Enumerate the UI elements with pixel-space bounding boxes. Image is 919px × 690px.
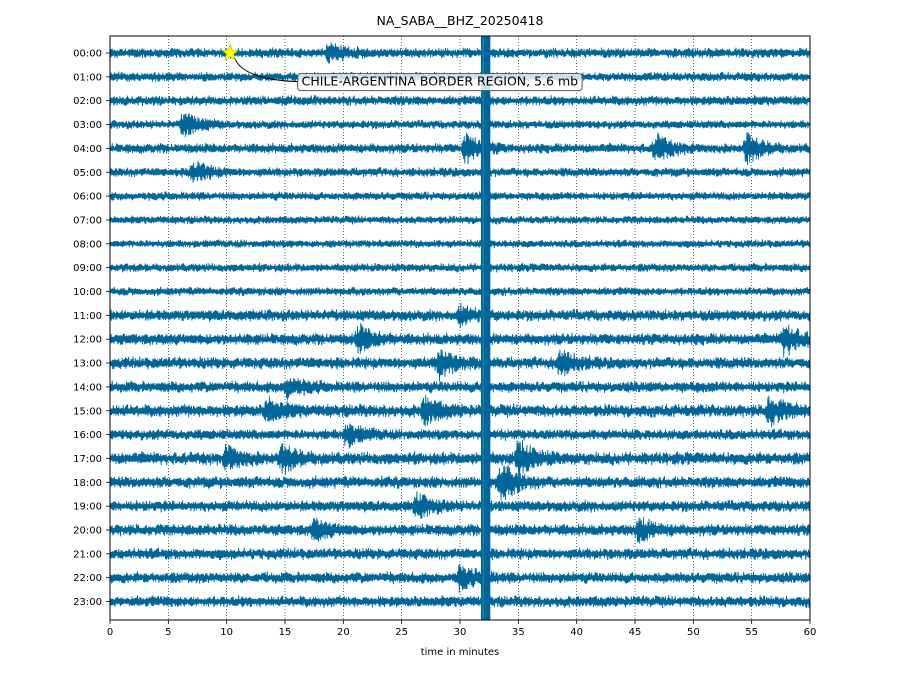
trace-row-0600: [109, 191, 811, 201]
trace-row-1500: [109, 395, 811, 428]
y-tick-label: 14:00: [73, 382, 102, 393]
y-tick-label: 04:00: [73, 144, 102, 155]
event-star-icon: [221, 43, 240, 61]
trace-row-2100: [109, 547, 811, 561]
chart-title: NA_SABA__BHZ_20250418: [377, 13, 544, 28]
x-tick-label: 35: [512, 627, 525, 638]
trace-row-1600: [109, 423, 811, 449]
y-tick-label: 10:00: [73, 287, 102, 298]
trace-row-0400: [109, 132, 811, 165]
y-tick-label: 05:00: [73, 168, 102, 179]
x-tick-label: 20: [337, 627, 350, 638]
y-tick-label: 22:00: [73, 573, 102, 584]
trace-row-0500: [109, 160, 811, 183]
x-tick-label: 5: [165, 627, 171, 638]
y-tick-label: 13:00: [73, 359, 102, 370]
y-tick-label: 02:00: [73, 96, 102, 107]
trace-row-1300: [109, 349, 811, 382]
saturated-band: [481, 36, 491, 620]
x-tick-label: 0: [107, 627, 113, 638]
trace-group: [109, 42, 811, 608]
y-tick-label: 23:00: [73, 597, 102, 608]
trace-row-2300: [109, 595, 811, 608]
y-tick-label: 18:00: [73, 478, 102, 489]
y-tick-label: 20:00: [73, 526, 102, 537]
y-tick-label: 06:00: [73, 192, 102, 203]
saturated-band-group: [481, 36, 491, 620]
grid-lines: [168, 36, 752, 620]
y-tick-label: 01:00: [73, 72, 102, 83]
trace-row-0300: [109, 112, 811, 137]
trace-row-2000: [109, 517, 811, 544]
y-tick-label: 12:00: [73, 335, 102, 346]
y-tick-label: 11:00: [73, 311, 102, 322]
annotation-box: [297, 73, 583, 92]
trace-row-1000: [109, 286, 811, 297]
trace-row-1200: [109, 322, 811, 358]
event-annotation-group: CHILE-ARGENTINA BORDER REGION, 5.6 mb: [221, 43, 583, 92]
x-axis-label: time in minutes: [421, 647, 500, 658]
x-tick-label: 45: [629, 627, 642, 638]
trace-row-0700: [109, 215, 811, 225]
y-tick-label: 15:00: [73, 406, 102, 417]
annotation-arrow: [233, 56, 298, 83]
x-tick-label: 60: [804, 627, 817, 638]
trace-row-1400: [109, 377, 811, 401]
x-tick-label: 25: [395, 627, 408, 638]
trace-row-0200: [109, 94, 811, 107]
trace-row-2200: [109, 563, 811, 593]
y-tick-label: 21:00: [73, 549, 102, 560]
y-tick-label: 17:00: [73, 454, 102, 465]
y-tick-label: 19:00: [73, 502, 102, 513]
trace-row-1900: [109, 491, 811, 520]
annotation-label: CHILE-ARGENTINA BORDER REGION, 5.6 mb: [302, 74, 578, 89]
y-tick-label: 08:00: [73, 239, 102, 250]
x-tick-label: 10: [220, 627, 233, 638]
y-tick-label: 09:00: [73, 263, 102, 274]
trace-row-1700: [109, 440, 811, 478]
y-tick-label: 07:00: [73, 215, 102, 226]
x-tick-label: 30: [454, 627, 467, 638]
trace-row-1800: [109, 464, 811, 501]
y-tick-label: 16:00: [73, 430, 102, 441]
x-tick-label: 15: [279, 627, 292, 638]
x-tick-label: 55: [745, 627, 758, 638]
trace-row-0900: [109, 262, 811, 273]
x-tick-marks: 0 5 10 15 20 25 30 35 40 45 50 55 60: [107, 620, 817, 638]
x-tick-label: 40: [570, 627, 583, 638]
y-tick-labels: 00:00 01:00 02:00 03:00 04:00 05:00 06:00 07:00…: [73, 49, 110, 608]
y-tick-label: 03:00: [73, 120, 102, 131]
x-tick-label: 50: [687, 627, 700, 638]
trace-row-0800: [109, 239, 811, 249]
y-tick-label: 00:00: [73, 49, 102, 60]
trace-row-1100: [109, 303, 811, 328]
saturated-band-highlight: [482, 36, 484, 620]
